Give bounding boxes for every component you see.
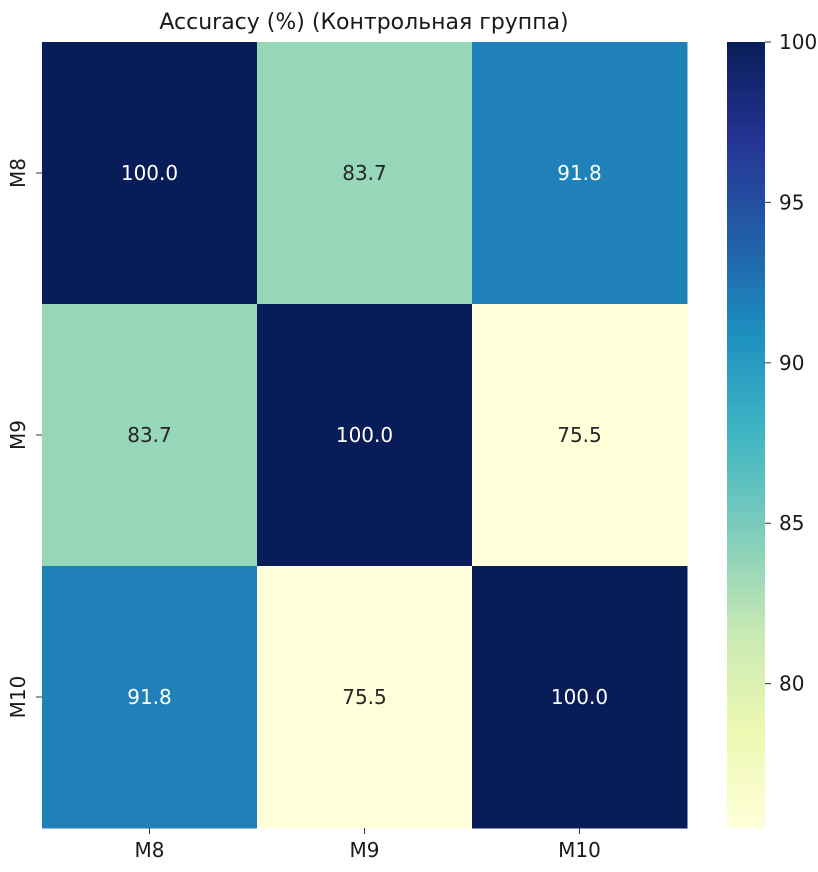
heatmap-cell [257, 42, 473, 305]
cell-value-label: 75.5 [557, 423, 602, 447]
colorbar-tick-label: 80 [779, 672, 804, 696]
heatmap-cell [257, 304, 473, 567]
cell-value-label: 83.7 [127, 423, 172, 447]
colorbar [727, 42, 765, 828]
cell-value-label: 75.5 [342, 685, 387, 709]
heatmap-cell [42, 566, 258, 829]
cell-value-label: 100.0 [121, 161, 178, 185]
heatmap-cell [257, 566, 473, 829]
y-tick-label: M8 [6, 158, 30, 188]
y-tick-label: M10 [6, 676, 30, 719]
cell-value-label: 91.8 [557, 161, 602, 185]
chart-title: Accuracy (%) (Контрольная группа) [159, 10, 568, 35]
cell-value-label: 100.0 [336, 423, 393, 447]
cell-value-label: 83.7 [342, 161, 387, 185]
cell-value-label: 100.0 [551, 685, 608, 709]
colorbar-tick-label: 85 [779, 511, 804, 535]
heatmap-cell [42, 42, 258, 305]
colorbar-tick-label: 95 [779, 190, 804, 214]
heatmap-cell [42, 304, 258, 567]
x-tick-label: M8 [135, 838, 165, 862]
heatmap-cell [472, 304, 688, 567]
colorbar-tick-label: 100 [779, 30, 817, 54]
y-tick-label: M9 [6, 420, 30, 450]
x-tick-label: M10 [558, 838, 601, 862]
cell-value-label: 91.8 [127, 685, 172, 709]
heatmap-cell [472, 566, 688, 829]
colorbar-tick-label: 90 [779, 351, 804, 375]
heatmap-cell [472, 42, 688, 305]
x-tick-label: M9 [350, 838, 380, 862]
